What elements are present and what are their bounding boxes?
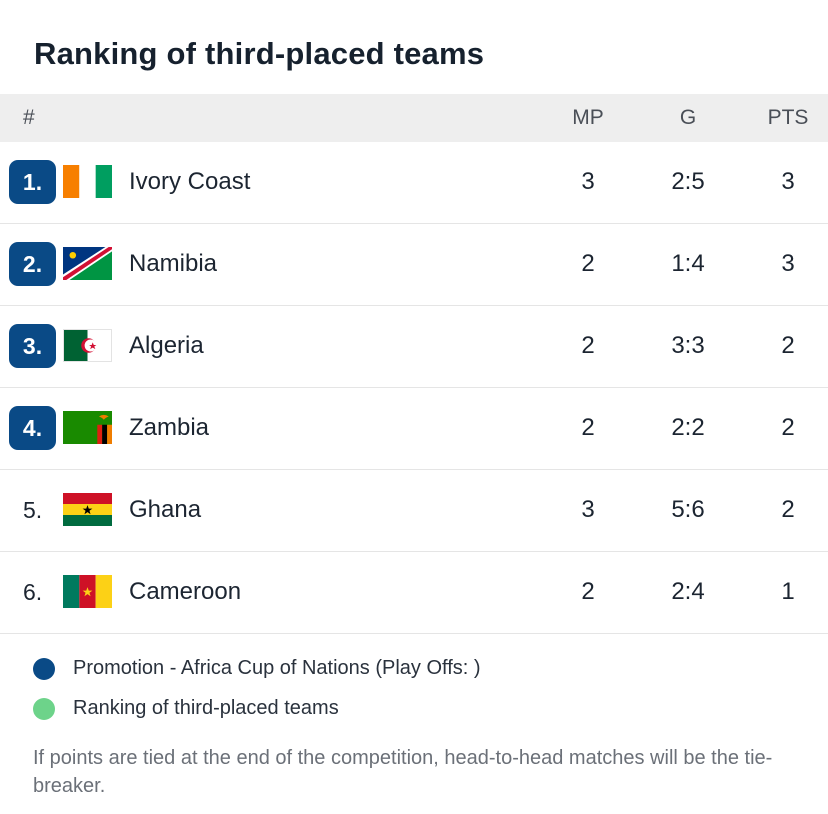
team-name[interactable]: Ghana bbox=[129, 496, 202, 523]
table-row[interactable]: 2. Namibia 2 1:4 3 bbox=[0, 224, 828, 306]
header-mp[interactable]: MP bbox=[572, 106, 604, 129]
team-name[interactable]: Namibia bbox=[129, 250, 218, 277]
points: 1 bbox=[781, 578, 795, 605]
matches-played: 2 bbox=[581, 578, 595, 605]
table-row[interactable]: 4. Zambia 2 2:2 2 bbox=[0, 388, 828, 470]
points: 2 bbox=[781, 496, 795, 523]
rank-badge: 4. bbox=[9, 406, 56, 450]
goals: 2:5 bbox=[671, 168, 705, 195]
namibia-flag-icon bbox=[63, 247, 112, 280]
table-row[interactable]: 1. Ivory Coast 3 2:5 3 bbox=[0, 142, 828, 224]
goals: 5:6 bbox=[671, 496, 705, 523]
standings-table: 1. Ivory Coast 3 2:5 3 2. Namibia 2 1:4 … bbox=[0, 142, 828, 634]
rank-badge: 1. bbox=[9, 160, 56, 204]
ivory-coast-flag-icon bbox=[63, 165, 112, 198]
team-name[interactable]: Algeria bbox=[129, 332, 204, 359]
rank-number: 6. bbox=[23, 579, 43, 605]
legend-label: Ranking of third-placed teams bbox=[73, 697, 339, 719]
cameroon-flag-icon bbox=[63, 575, 112, 608]
matches-played: 2 bbox=[581, 414, 595, 441]
table-row[interactable]: 6. Cameroon 2 2:4 1 bbox=[0, 552, 828, 634]
goals: 3:3 bbox=[671, 332, 705, 359]
matches-played: 3 bbox=[581, 496, 595, 523]
points: 2 bbox=[781, 414, 795, 441]
team-name[interactable]: Ivory Coast bbox=[129, 168, 251, 195]
ranking-dot-icon bbox=[33, 698, 55, 720]
table-row[interactable]: 3. Algeria 2 3:3 2 bbox=[0, 306, 828, 388]
rank-number: 5. bbox=[23, 497, 43, 523]
matches-played: 2 bbox=[581, 250, 595, 277]
rank-badge: 2. bbox=[9, 242, 56, 286]
legend-label: Promotion - Africa Cup of Nations (Play … bbox=[73, 657, 481, 679]
header-rank: # bbox=[23, 106, 35, 129]
promotion-dot-icon bbox=[33, 658, 55, 680]
points: 3 bbox=[781, 168, 795, 195]
table-header: # MP G PTS bbox=[0, 94, 828, 142]
matches-played: 2 bbox=[581, 332, 595, 359]
ghana-flag-icon bbox=[63, 493, 112, 526]
rank-badge: 3. bbox=[9, 324, 56, 368]
goals: 1:4 bbox=[671, 250, 705, 277]
header-pts[interactable]: PTS bbox=[767, 106, 809, 129]
points: 3 bbox=[781, 250, 795, 277]
header-goals[interactable]: G bbox=[679, 106, 697, 129]
zambia-flag-icon bbox=[63, 411, 112, 444]
algeria-flag-icon bbox=[63, 329, 112, 362]
team-name[interactable]: Zambia bbox=[129, 414, 210, 441]
goals: 2:2 bbox=[671, 414, 705, 441]
team-name[interactable]: Cameroon bbox=[129, 578, 242, 605]
table-row[interactable]: 5. Ghana 3 5:6 2 bbox=[0, 470, 828, 552]
goals: 2:4 bbox=[671, 578, 705, 605]
page-title: Ranking of third-placed teams bbox=[34, 36, 485, 71]
points: 2 bbox=[781, 332, 795, 359]
matches-played: 3 bbox=[581, 168, 595, 195]
tie-breaker-note: If points are tied at the end of the com… bbox=[33, 747, 773, 797]
